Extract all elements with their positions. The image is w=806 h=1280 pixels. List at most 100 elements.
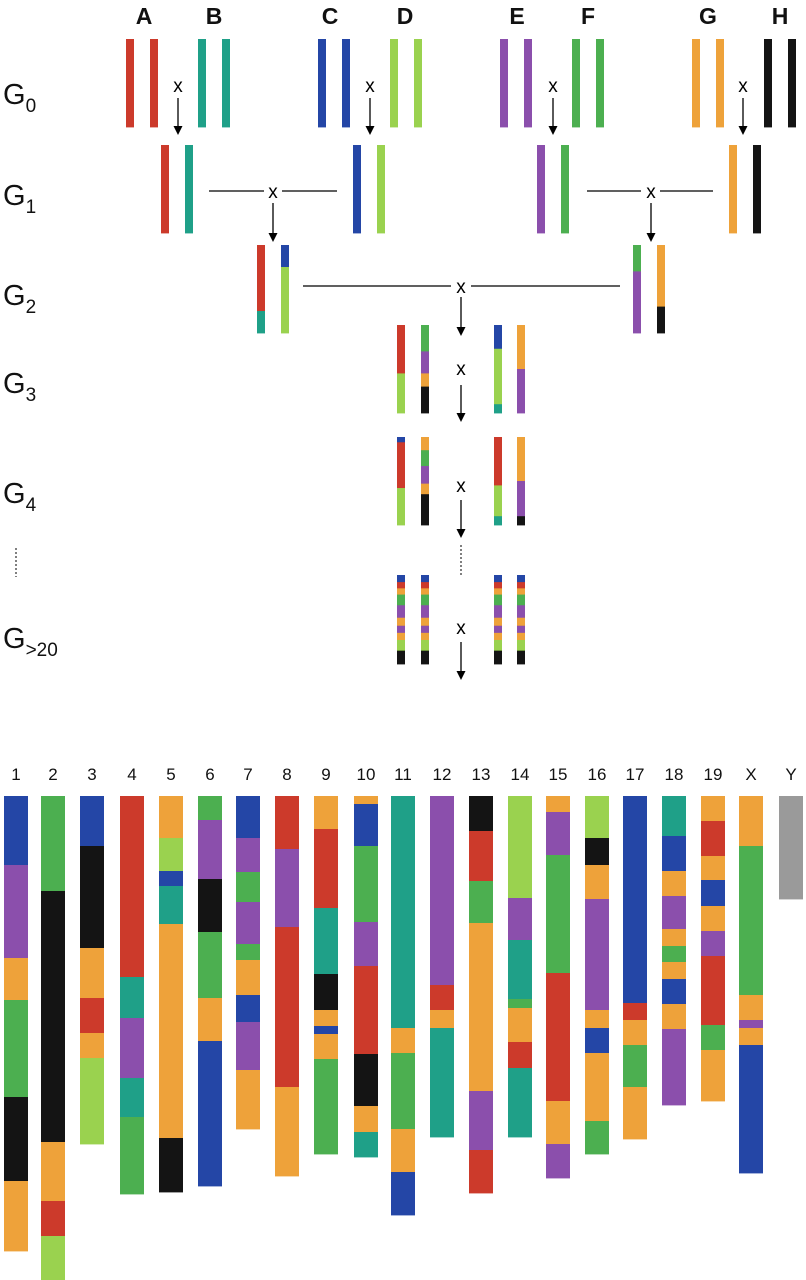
chromosome-label-12: 12 (433, 765, 452, 784)
generation-letter: G (3, 478, 26, 510)
g0-arrow-1-head (173, 126, 183, 135)
g20-chr-2-seg-5 (421, 605, 429, 619)
generation-label-1: G1 (3, 180, 36, 218)
chromosome-12-segment-2 (430, 985, 454, 1011)
g20-chr-4-seg-10 (517, 650, 525, 665)
chromosome-17-segment-2 (623, 1003, 647, 1021)
generation-letter: G (3, 180, 26, 212)
chromosome-18-segment-8 (662, 979, 686, 1005)
g20-chr-3-seg-10 (494, 650, 502, 665)
g20-chr-1-seg-1 (397, 575, 405, 583)
chromosome-x-segment-6 (739, 1045, 763, 1174)
g0-founder-g-chr-2-seg-1 (716, 39, 724, 128)
g1-arrow-right-head (646, 233, 656, 242)
chromosome-15-segment-6 (546, 1144, 570, 1179)
g0-founder-c-chr-2-seg-1 (342, 39, 350, 128)
g20-chr-1-seg-10 (397, 650, 405, 665)
chromosome-13-segment-2 (469, 831, 493, 882)
chromosome-2-segment-4 (41, 1201, 65, 1237)
generation-letter: G (3, 79, 26, 111)
g20-chr-1-seg-3 (397, 588, 405, 595)
chromosome-10-segment-3 (354, 846, 378, 923)
g0-founder-f-chr-2-seg-1 (596, 39, 604, 128)
g4-pair-2-chr-1-seg-1 (494, 437, 502, 486)
chromosome-14-segment-4 (508, 999, 532, 1009)
g20-chr-3-seg-1 (494, 575, 502, 583)
g2-pair-1-chr-1-seg-1 (257, 245, 265, 312)
chromosome-16-segment-4 (585, 899, 609, 1011)
generation-label-2: G2 (3, 280, 36, 318)
g2-pair-2-chr-1-seg-1 (633, 245, 641, 272)
founder-label-h: H (772, 3, 789, 29)
chromosome-13-segment-3 (469, 881, 493, 924)
chromosome-5-segment-4 (159, 886, 183, 925)
chromosome-18-segment-4 (662, 896, 686, 930)
g2-arrow-head (456, 327, 466, 336)
generation-subscript: 4 (26, 495, 37, 516)
chromosome-14-segment-7 (508, 1068, 532, 1138)
g20-chr-1-seg-6 (397, 617, 405, 627)
g0-founder-b-chr-2-seg-1 (222, 39, 230, 128)
chromosome-19-segment-8 (701, 1025, 725, 1051)
chromosome-9-segment-4 (314, 974, 338, 1011)
g0-founder-a-chr-1-seg-1 (126, 39, 134, 128)
g20-chr-1-seg-9 (397, 639, 405, 652)
g20-chr-3-seg-9 (494, 639, 502, 652)
g20-chr-2-seg-6 (421, 617, 429, 627)
g3-cross: x (456, 359, 466, 380)
g2-pair-1-chr-1-seg-2 (257, 311, 265, 334)
g0-founder-d-chr-1-seg-1 (390, 39, 398, 128)
g1-pair-3-chr-1-seg-1 (537, 145, 545, 234)
chromosome-9-segment-3 (314, 908, 338, 975)
g2-cross: x (456, 277, 466, 298)
chromosome-15-segment-3 (546, 855, 570, 974)
chromosome-x-segment-2 (739, 846, 763, 996)
chromosome-14-segment-5 (508, 1008, 532, 1043)
generation-letter: G (3, 368, 26, 400)
g3-pair-1-chr-2-seg-1 (421, 325, 429, 352)
generation-letter: G (3, 280, 26, 312)
g3-pair-1-chr-2-seg-3 (421, 373, 429, 387)
g3-pair-2-chr-2-seg-2 (517, 369, 525, 414)
founder-label-c: C (322, 3, 339, 29)
g4-pair-1-chr-1-seg-1 (397, 437, 405, 443)
g20-cross: x (456, 618, 466, 639)
g20-chr-2-seg-8 (421, 632, 429, 641)
g20-chr-4-seg-1 (517, 575, 525, 583)
g0-arrow-2-head (365, 126, 375, 135)
chromosome-15-segment-1 (546, 796, 570, 813)
founder-label-e: E (509, 3, 524, 29)
g20-arrow-head (456, 671, 466, 680)
generation-letter: G (3, 623, 26, 655)
chromosome-18-segment-7 (662, 962, 686, 980)
chromosome-16-segment-1 (585, 796, 609, 839)
generation-label-3: G3 (3, 368, 36, 406)
g4-pair-2-chr-2-seg-1 (517, 437, 525, 482)
chromosome-7-segment-4 (236, 902, 260, 945)
g0-founder-h-chr-2-seg-1 (788, 39, 796, 128)
g4-pair-2-chr-1-seg-3 (494, 516, 502, 526)
founder-label-d: D (397, 3, 414, 29)
generation-subscript: >20 (26, 640, 58, 661)
chromosome-18-segment-10 (662, 1029, 686, 1106)
g1-pair-2-chr-2-seg-1 (377, 145, 385, 234)
chromosome-label-6: 6 (205, 765, 214, 784)
chromosome-15-segment-4 (546, 973, 570, 1102)
chromosome-14-segment-6 (508, 1042, 532, 1069)
g0-founder-e-chr-2-seg-1 (524, 39, 532, 128)
g20-chr-3-seg-6 (494, 617, 502, 627)
chromosome-5-segment-1 (159, 796, 183, 839)
chromosome-9-segment-7 (314, 1034, 338, 1060)
chromosome-10-segment-4 (354, 922, 378, 967)
g0-founder-g-chr-1-seg-1 (692, 39, 700, 128)
g3-pair-2-chr-1-seg-1 (494, 325, 502, 350)
founder-label-g: G (699, 3, 717, 29)
chromosome-10-segment-1 (354, 796, 378, 805)
chromosome-label-2: 2 (48, 765, 57, 784)
founder-label-f: F (581, 3, 595, 29)
chromosome-label-18: 18 (665, 765, 684, 784)
chromosome-3-segment-4 (80, 998, 104, 1034)
chromosome-19-segment-9 (701, 1050, 725, 1102)
chromosome-10-segment-6 (354, 1054, 378, 1107)
g3-pair-1-chr-1-seg-2 (397, 373, 405, 414)
